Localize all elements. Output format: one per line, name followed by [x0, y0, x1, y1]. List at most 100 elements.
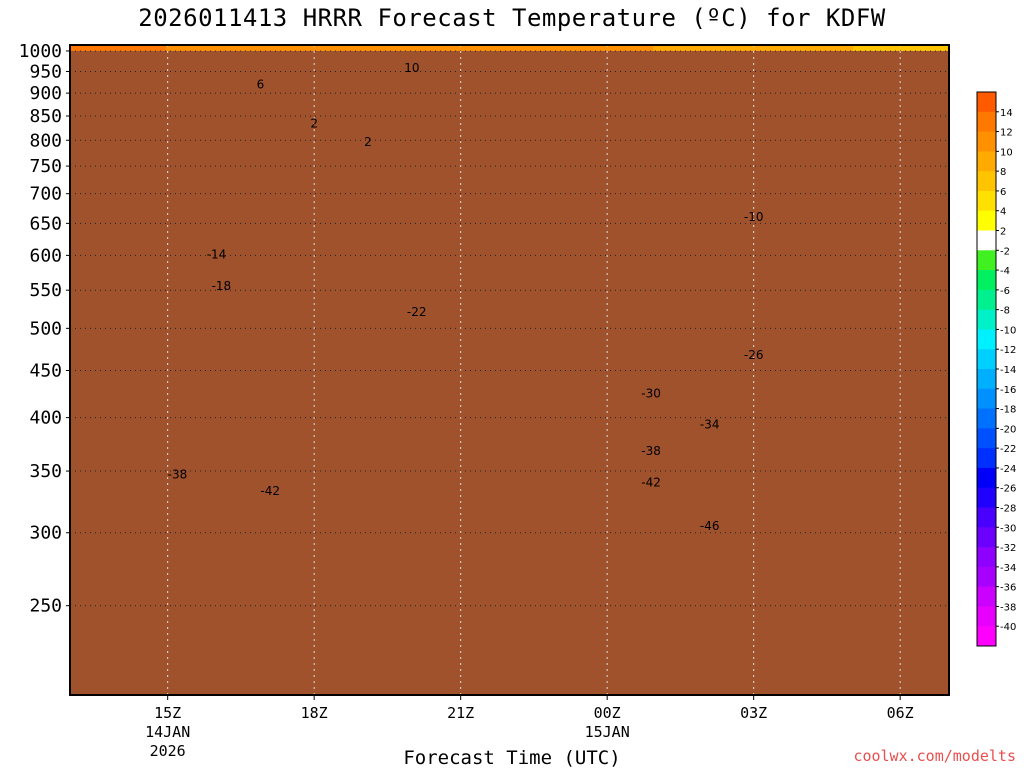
field-cell — [717, 45, 726, 53]
field-cell — [365, 45, 375, 53]
field-cell — [813, 45, 822, 53]
field-cell — [229, 45, 239, 53]
field-cell — [77, 45, 87, 53]
field-cell — [261, 45, 271, 53]
field-cell — [141, 45, 151, 53]
field-cell — [853, 45, 862, 53]
field-cell — [637, 45, 646, 53]
field-cell — [797, 45, 806, 53]
field-cell — [173, 45, 183, 53]
field-cell — [693, 45, 702, 53]
field-cell — [285, 45, 295, 53]
field-cell — [517, 45, 527, 53]
field-cell — [741, 45, 750, 53]
field-cell — [293, 45, 303, 53]
field-cell — [549, 45, 559, 53]
field-cell — [93, 45, 103, 53]
field-cell — [389, 45, 399, 53]
field-cell — [773, 45, 782, 53]
field-cell — [829, 45, 838, 53]
field-cell — [237, 45, 247, 53]
field-cell — [597, 45, 606, 53]
field-cell — [349, 45, 359, 53]
field-cell — [861, 45, 870, 53]
field-cell — [341, 45, 351, 53]
field-cell — [429, 45, 439, 53]
field-cell — [701, 45, 710, 53]
field-cell — [725, 45, 734, 53]
field-cell — [149, 45, 159, 53]
field-cell — [501, 45, 511, 53]
field-cell — [213, 45, 223, 53]
field-cell — [885, 45, 894, 53]
field-cell — [805, 45, 814, 53]
field-cell — [685, 45, 694, 53]
field-cell — [845, 45, 854, 53]
field-cell — [589, 45, 598, 53]
field-cell — [837, 45, 846, 53]
field-cell — [941, 45, 949, 53]
field-cell — [461, 45, 471, 53]
field-cell — [869, 45, 878, 53]
field-cell — [581, 45, 591, 53]
field-cell — [325, 45, 335, 53]
field-cell — [357, 45, 367, 53]
field-cell — [669, 45, 678, 53]
field-cell — [613, 45, 622, 53]
field-cell — [821, 45, 830, 53]
field-cell — [533, 45, 543, 53]
field-cell — [573, 45, 583, 53]
field-cell — [373, 45, 383, 53]
field-cell — [181, 45, 191, 53]
field-cell — [621, 45, 630, 53]
field-cell — [677, 45, 686, 53]
field-cell — [101, 45, 111, 53]
field-cell — [757, 45, 766, 53]
field-cell — [421, 45, 431, 53]
field-cell — [70, 45, 79, 53]
field-cell — [645, 45, 654, 53]
field-cell — [309, 45, 319, 53]
field-cell — [245, 45, 255, 53]
field-cell — [653, 45, 662, 53]
field-cell — [525, 45, 535, 53]
field-cell — [605, 45, 614, 53]
field-cell — [269, 45, 279, 53]
field-cell — [317, 45, 327, 53]
field-cell — [133, 45, 143, 53]
field-cell — [413, 45, 423, 53]
field-cell — [917, 45, 926, 53]
field-cell — [221, 45, 231, 53]
field-cell — [405, 45, 415, 53]
chart-title: 2026011413 HRRR Forecast Temperature (ºC… — [138, 4, 886, 32]
field-cell — [933, 45, 942, 53]
field-cell — [765, 45, 774, 53]
field-cell — [893, 45, 902, 53]
field-cell — [709, 45, 718, 53]
field-cell — [301, 45, 311, 53]
field-cell — [733, 45, 742, 53]
field-cell — [445, 45, 455, 53]
field-cell — [901, 45, 910, 53]
field-cell — [125, 45, 135, 53]
field-cell — [197, 45, 207, 53]
field-cell — [565, 45, 575, 53]
field-cell — [397, 45, 407, 53]
field-cell — [333, 45, 343, 53]
field-cell — [205, 45, 215, 53]
field-cell — [157, 45, 167, 53]
field-cell — [925, 45, 934, 53]
field-cell — [909, 45, 918, 53]
field-cell — [469, 45, 479, 53]
field-cell — [557, 45, 567, 53]
field-cell — [437, 45, 447, 53]
field-cell — [277, 45, 287, 53]
field-cell — [477, 45, 487, 53]
field-cell — [381, 45, 391, 53]
field-cell — [165, 45, 175, 53]
field-cell — [629, 45, 638, 53]
field-cell — [661, 45, 670, 53]
field-cell — [485, 45, 495, 53]
field-cell — [509, 45, 519, 53]
